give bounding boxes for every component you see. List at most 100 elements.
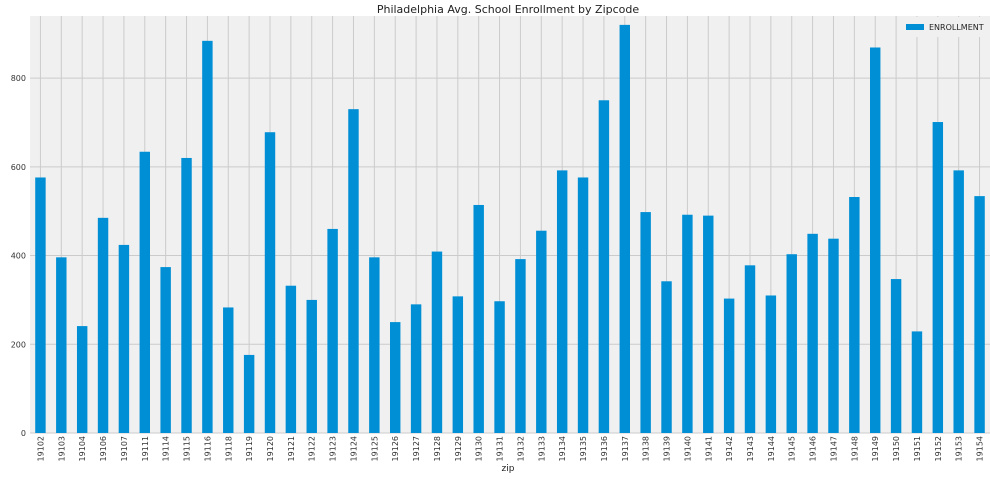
- bar: [390, 322, 401, 433]
- bar: [577, 177, 589, 433]
- x-axis-label: zip: [502, 464, 515, 474]
- bar: [452, 296, 464, 433]
- bar: [243, 354, 255, 433]
- x-tick-label: 19123: [329, 436, 338, 461]
- x-tick-label: 19143: [746, 436, 755, 461]
- bar: [953, 170, 964, 433]
- y-tick-label: 400: [11, 252, 26, 261]
- legend-box: [898, 17, 986, 37]
- bar: [640, 212, 651, 433]
- x-tick-label: 19124: [349, 436, 358, 461]
- y-tick-label: 0: [21, 429, 26, 438]
- x-tick-label: 19130: [475, 436, 484, 461]
- bar: [703, 215, 714, 433]
- bar: [890, 279, 902, 433]
- x-tick-label: 19129: [454, 436, 463, 461]
- bar: [431, 251, 443, 433]
- bar: [35, 177, 46, 433]
- x-tick-label: 19104: [78, 436, 87, 461]
- x-tick-label: 19135: [579, 436, 588, 461]
- x-tick-label: 19134: [558, 436, 567, 461]
- legend-swatch: [906, 24, 924, 30]
- x-tick-label: 19126: [391, 436, 400, 461]
- bar: [598, 100, 610, 433]
- x-tick-label: 19153: [955, 436, 964, 461]
- bar: [306, 299, 317, 433]
- bar: [56, 257, 67, 433]
- x-tick-label: 19140: [683, 436, 692, 461]
- x-tick-label: 19152: [934, 436, 943, 461]
- bar: [619, 24, 630, 433]
- bar: [223, 307, 234, 433]
- x-tick-labels: 19102 19103 19104 19106 19107 19111 19114 19115…: [36, 436, 984, 461]
- x-tick-label: 19114: [162, 436, 171, 461]
- chart-title: Philadelphia Avg. School Enrollment by Z…: [377, 3, 640, 16]
- x-tick-label: 19148: [850, 436, 859, 461]
- y-tick-labels: 0 200 400 600 800: [11, 74, 26, 438]
- bar: [723, 298, 735, 433]
- x-tick-label: 19127: [412, 436, 421, 461]
- x-tick-label: 19125: [370, 436, 379, 461]
- x-tick-label: 19145: [788, 436, 797, 461]
- x-tick-label: 19149: [871, 436, 880, 461]
- x-tick-label: 19144: [767, 436, 776, 461]
- bar: [911, 331, 923, 433]
- x-tick-label: 19102: [36, 436, 45, 461]
- bar: [494, 301, 505, 433]
- bar: [515, 259, 526, 433]
- x-tick-label: 19121: [287, 436, 296, 461]
- x-tick-label: 19133: [537, 436, 546, 461]
- x-tick-label: 19146: [809, 436, 818, 461]
- x-tick-label: 19154: [976, 436, 985, 461]
- bar: [661, 281, 672, 433]
- bar: [76, 326, 88, 433]
- x-tick-label: 19136: [600, 436, 609, 461]
- x-tick-label: 19138: [642, 436, 651, 461]
- x-tick-label: 19120: [266, 436, 275, 461]
- bar: [786, 254, 797, 433]
- bars: [35, 24, 985, 434]
- bar: [932, 122, 944, 433]
- bar: [264, 132, 276, 433]
- bar: [828, 238, 839, 433]
- x-tick-label: 19119: [245, 436, 254, 461]
- bar: [202, 40, 213, 433]
- x-tick-label: 19139: [663, 436, 672, 461]
- bar: [410, 304, 422, 433]
- x-tick-label: 19137: [621, 436, 630, 461]
- x-tick-label: 19106: [99, 436, 108, 461]
- y-tick-label: 800: [11, 74, 26, 83]
- bar: [536, 230, 547, 433]
- bar: [118, 244, 130, 433]
- bar: [807, 233, 818, 433]
- y-tick-label: 200: [11, 340, 26, 349]
- bar: [97, 217, 109, 433]
- bar: [473, 204, 484, 433]
- x-tick-label: 19115: [183, 436, 192, 461]
- x-tick-label: 19131: [496, 436, 505, 461]
- bar: [765, 295, 777, 433]
- x-tick-label: 19107: [120, 436, 129, 461]
- bar: [744, 265, 756, 433]
- bar: [327, 228, 338, 433]
- bar: [181, 157, 192, 433]
- bar: [348, 109, 359, 433]
- x-tick-label: 19103: [57, 436, 66, 461]
- bar: [556, 170, 568, 433]
- x-tick-label: 19122: [308, 436, 317, 461]
- x-tick-label: 19151: [913, 436, 922, 461]
- x-tick-label: 19118: [224, 436, 233, 461]
- bar: [285, 285, 297, 433]
- y-tick-label: 600: [11, 163, 26, 172]
- bar: [139, 151, 150, 433]
- bar: [682, 214, 693, 433]
- x-tick-label: 19128: [433, 436, 442, 461]
- bar: [160, 267, 171, 433]
- x-tick-label: 19142: [725, 436, 734, 461]
- x-tick-label: 19141: [704, 436, 713, 461]
- x-tick-label: 19116: [203, 436, 212, 461]
- bar: [870, 47, 881, 434]
- legend-label: ENROLLMENT: [929, 23, 984, 32]
